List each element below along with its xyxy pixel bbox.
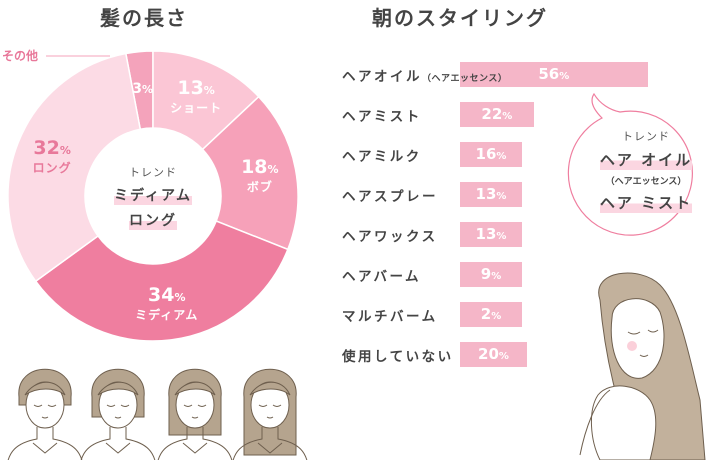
bar-value-5: 9% — [480, 265, 502, 283]
pie-slice-bob — [201, 95, 299, 251]
bar-value-1: 22% — [481, 105, 513, 123]
hair-length-title: 髪の長さ — [100, 6, 188, 30]
pie-slice-long — [7, 52, 142, 283]
hairstyle-illustration-bob — [80, 368, 156, 460]
bar-value-6: 2% — [480, 305, 502, 323]
bar-label-5: ヘアバーム — [342, 269, 422, 285]
pie-value-long: 32% ロング — [32, 136, 72, 175]
pie-value-other: 3% — [132, 81, 154, 98]
bar-label-7: 使用していない — [342, 349, 454, 365]
pie-value-short: 13% ショート — [170, 76, 223, 115]
pie-value-bob: 18% ボブ — [241, 156, 279, 195]
pie-label-other: その他 — [2, 49, 39, 63]
pie-slice-medium — [34, 220, 289, 342]
pie-category-bob: ボブ — [246, 180, 273, 195]
styling-trend-bubble: トレンド ヘア オイル （ヘアエッセンス） ヘア ミスト — [581, 128, 711, 213]
bar-value-4: 13% — [475, 225, 507, 243]
bubble-heading: トレンド — [622, 130, 670, 143]
hairstyle-illustration-short — [7, 368, 83, 460]
bar-0 — [460, 62, 648, 87]
bar-label-3: ヘアスプレー — [342, 189, 438, 205]
bar-value-3: 13% — [475, 185, 507, 203]
pie-category-medium: ミディアム — [135, 308, 199, 323]
pie-value-medium: 34% ミディアム — [135, 284, 199, 323]
bar-4 — [460, 222, 522, 247]
bar-value-7: 20% — [478, 345, 509, 363]
hairstyle-illustration-long — [232, 368, 308, 460]
bar-7 — [460, 342, 527, 367]
bubble-item-oil: ヘア オイル — [599, 149, 693, 170]
bar-1 — [460, 102, 534, 127]
bar-label-6: マルチバーム — [342, 309, 438, 325]
bar-6 — [460, 302, 522, 327]
pie-center-item-long: ロング — [129, 210, 177, 230]
pie-center-trend: トレンド ミディアム ロング — [98, 164, 208, 230]
morning-styling-title: 朝のスタイリング — [372, 6, 548, 30]
pie-center-item-medium: ミディアム — [113, 185, 193, 205]
bar-label-1: ヘアミスト — [342, 109, 422, 125]
bubble-item-oil-note: （ヘアエッセンス） — [605, 177, 687, 187]
woman-styling-illustration — [579, 272, 706, 460]
bar-value-2: 16% — [475, 145, 507, 163]
pie-center-heading: トレンド — [129, 166, 177, 179]
pie-category-long: ロング — [32, 160, 72, 175]
bar-value-0: 56% — [538, 65, 570, 83]
bar-label-0: ヘアオイル（ヘアエッセンス） — [342, 69, 508, 85]
bar-5 — [460, 262, 522, 287]
bar-2 — [460, 142, 522, 167]
bar-label-2: ヘアミルク — [342, 149, 422, 165]
bubble-item-mist: ヘア ミスト — [599, 192, 693, 213]
hairstyle-illustration-medium — [157, 368, 233, 460]
bar-label-note-0: （ヘアエッセンス） — [422, 74, 508, 84]
bar-3 — [460, 182, 522, 207]
bar-label-4: ヘアワックス — [342, 229, 438, 245]
pie-category-short: ショート — [170, 100, 223, 115]
